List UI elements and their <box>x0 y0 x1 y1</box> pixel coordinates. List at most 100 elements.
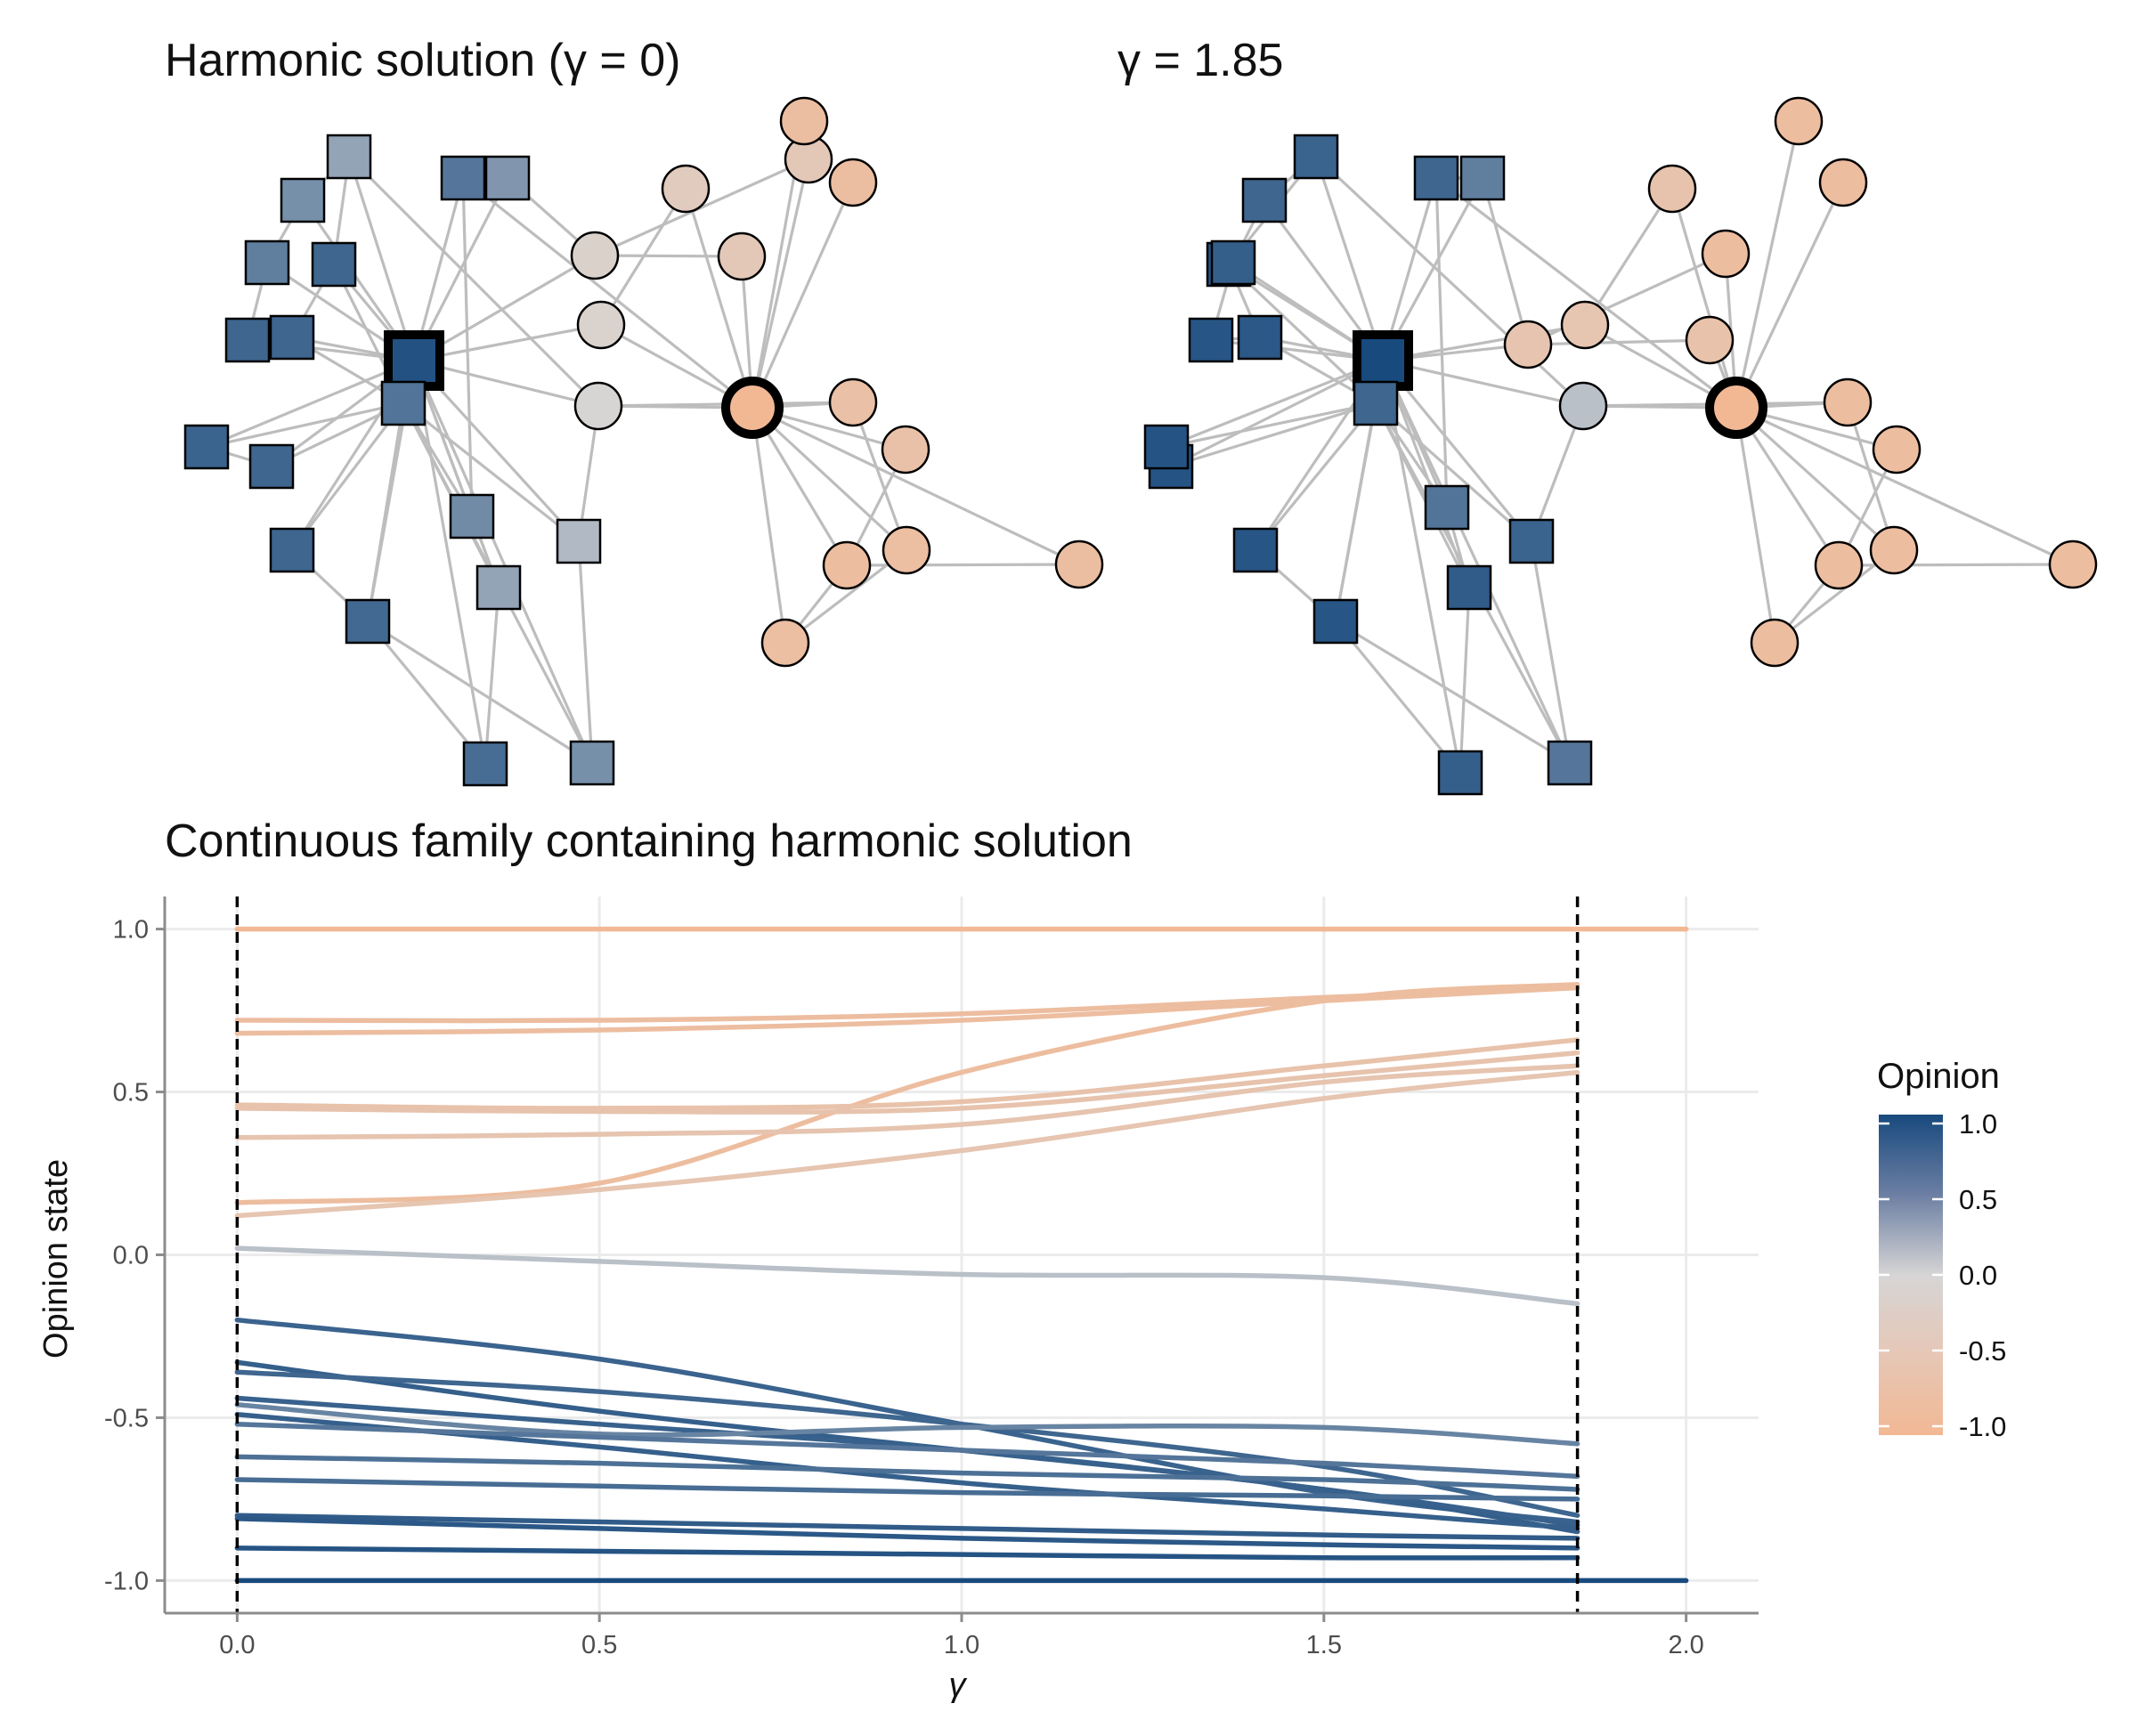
square-node <box>1210 239 1256 286</box>
circle-node <box>1685 315 1735 365</box>
network-edge <box>751 407 787 644</box>
network-edge <box>846 563 1080 567</box>
network-nodes <box>183 96 1104 787</box>
network-edge <box>1374 402 1533 543</box>
square-node <box>1237 314 1283 361</box>
y-tick-label: -1.0 <box>104 1567 149 1595</box>
series-line <box>234 1422 1580 1480</box>
square-node <box>569 740 615 786</box>
series-line <box>234 1402 1580 1447</box>
network-edge <box>1846 402 1896 551</box>
network-edge <box>1382 323 1586 362</box>
network-edge <box>412 177 465 361</box>
circle-node <box>1750 618 1800 668</box>
network-edge <box>1774 548 1895 645</box>
square-node <box>326 134 372 180</box>
series-line <box>234 1516 1580 1551</box>
square-node <box>1353 380 1399 426</box>
square-node <box>1143 424 1190 470</box>
circle-node <box>570 231 620 280</box>
network-edge <box>206 402 404 449</box>
square-node <box>244 239 290 286</box>
network-edge <box>412 360 487 765</box>
x-tick-label: 2.0 <box>1668 1631 1703 1659</box>
y-tick-label: 1.0 <box>113 916 149 945</box>
network-edge <box>367 620 593 765</box>
circle-node <box>1818 158 1868 207</box>
network-edge <box>1527 338 1710 346</box>
network-edge <box>1381 360 1572 764</box>
network-edge <box>413 323 602 362</box>
circle-node <box>779 96 829 146</box>
network-edge <box>1314 156 1385 361</box>
circle-node <box>760 618 810 668</box>
network-edge <box>1735 407 1840 566</box>
network-edge <box>1381 360 1462 774</box>
network-title-left: Harmonic solution (γ = 0) <box>165 35 680 86</box>
series-line <box>234 1050 1580 1115</box>
square-node <box>280 177 326 223</box>
series-line <box>234 1477 1580 1502</box>
series-line <box>234 985 1580 1036</box>
network-edge <box>483 587 500 765</box>
network-edge <box>1166 402 1377 449</box>
network-nodes <box>1143 96 2098 796</box>
square-node <box>440 155 486 201</box>
x-tick-label: 1.0 <box>944 1631 979 1659</box>
chart-lines <box>234 926 1689 1584</box>
leader-square-node <box>1353 330 1413 391</box>
legend-label: 0.0 <box>1959 1260 1997 1291</box>
series-line <box>234 1063 1580 1140</box>
network-edge <box>1735 406 1896 552</box>
circle-node <box>822 540 872 590</box>
square-node <box>1188 317 1234 363</box>
network-edge <box>1481 177 1530 345</box>
circle-node <box>661 164 711 214</box>
series-line <box>234 1454 1580 1492</box>
y-tick-label: 0.0 <box>113 1242 149 1270</box>
network-edge <box>206 359 415 449</box>
square-node <box>1547 740 1593 786</box>
leader-circle-node <box>721 377 784 439</box>
network-edge <box>290 402 405 551</box>
network-edge <box>462 176 753 410</box>
network-edge <box>1530 540 1572 764</box>
square-node <box>1312 598 1359 645</box>
network-edge <box>413 359 599 408</box>
network-right <box>1143 96 2098 796</box>
network-edge <box>366 402 405 622</box>
circle-node <box>1647 164 1697 214</box>
legend-label: -0.5 <box>1959 1335 2006 1367</box>
series-line <box>234 1369 1580 1518</box>
circle-node <box>1054 539 1104 589</box>
series-line <box>234 1245 1580 1307</box>
circle-node <box>1774 96 1824 146</box>
network-edge <box>1381 177 1438 361</box>
network-edge <box>684 188 754 409</box>
legend-label: 1.0 <box>1959 1108 1997 1140</box>
square-node <box>345 598 391 645</box>
square-node <box>1437 750 1483 796</box>
square-node <box>380 380 427 426</box>
network-edge <box>1254 402 1377 552</box>
network-edges <box>206 120 1080 766</box>
series-line <box>234 1037 1580 1111</box>
network-edge <box>461 177 474 517</box>
y-axis-title: Opinion state <box>37 1159 75 1359</box>
square-node <box>1446 564 1492 611</box>
square-node <box>269 527 315 573</box>
network-edge <box>1527 252 1727 346</box>
circle-node <box>1814 540 1864 590</box>
network-edge <box>577 540 594 764</box>
chart-ticks: 0.0 0.5 1.0 1.5 2.0 -1.0 -0.5 0.0 0.5 1.0 <box>104 916 1704 1659</box>
network-edge <box>1170 359 1384 468</box>
square-node <box>311 241 357 288</box>
network-edge <box>1335 620 1571 765</box>
series-line <box>234 1069 1580 1219</box>
circle-node <box>882 525 931 575</box>
network-edge <box>1735 406 2074 566</box>
circle-node <box>828 377 878 427</box>
network-edge <box>784 548 907 645</box>
leader-square-node <box>384 330 444 391</box>
square-node <box>556 518 602 564</box>
